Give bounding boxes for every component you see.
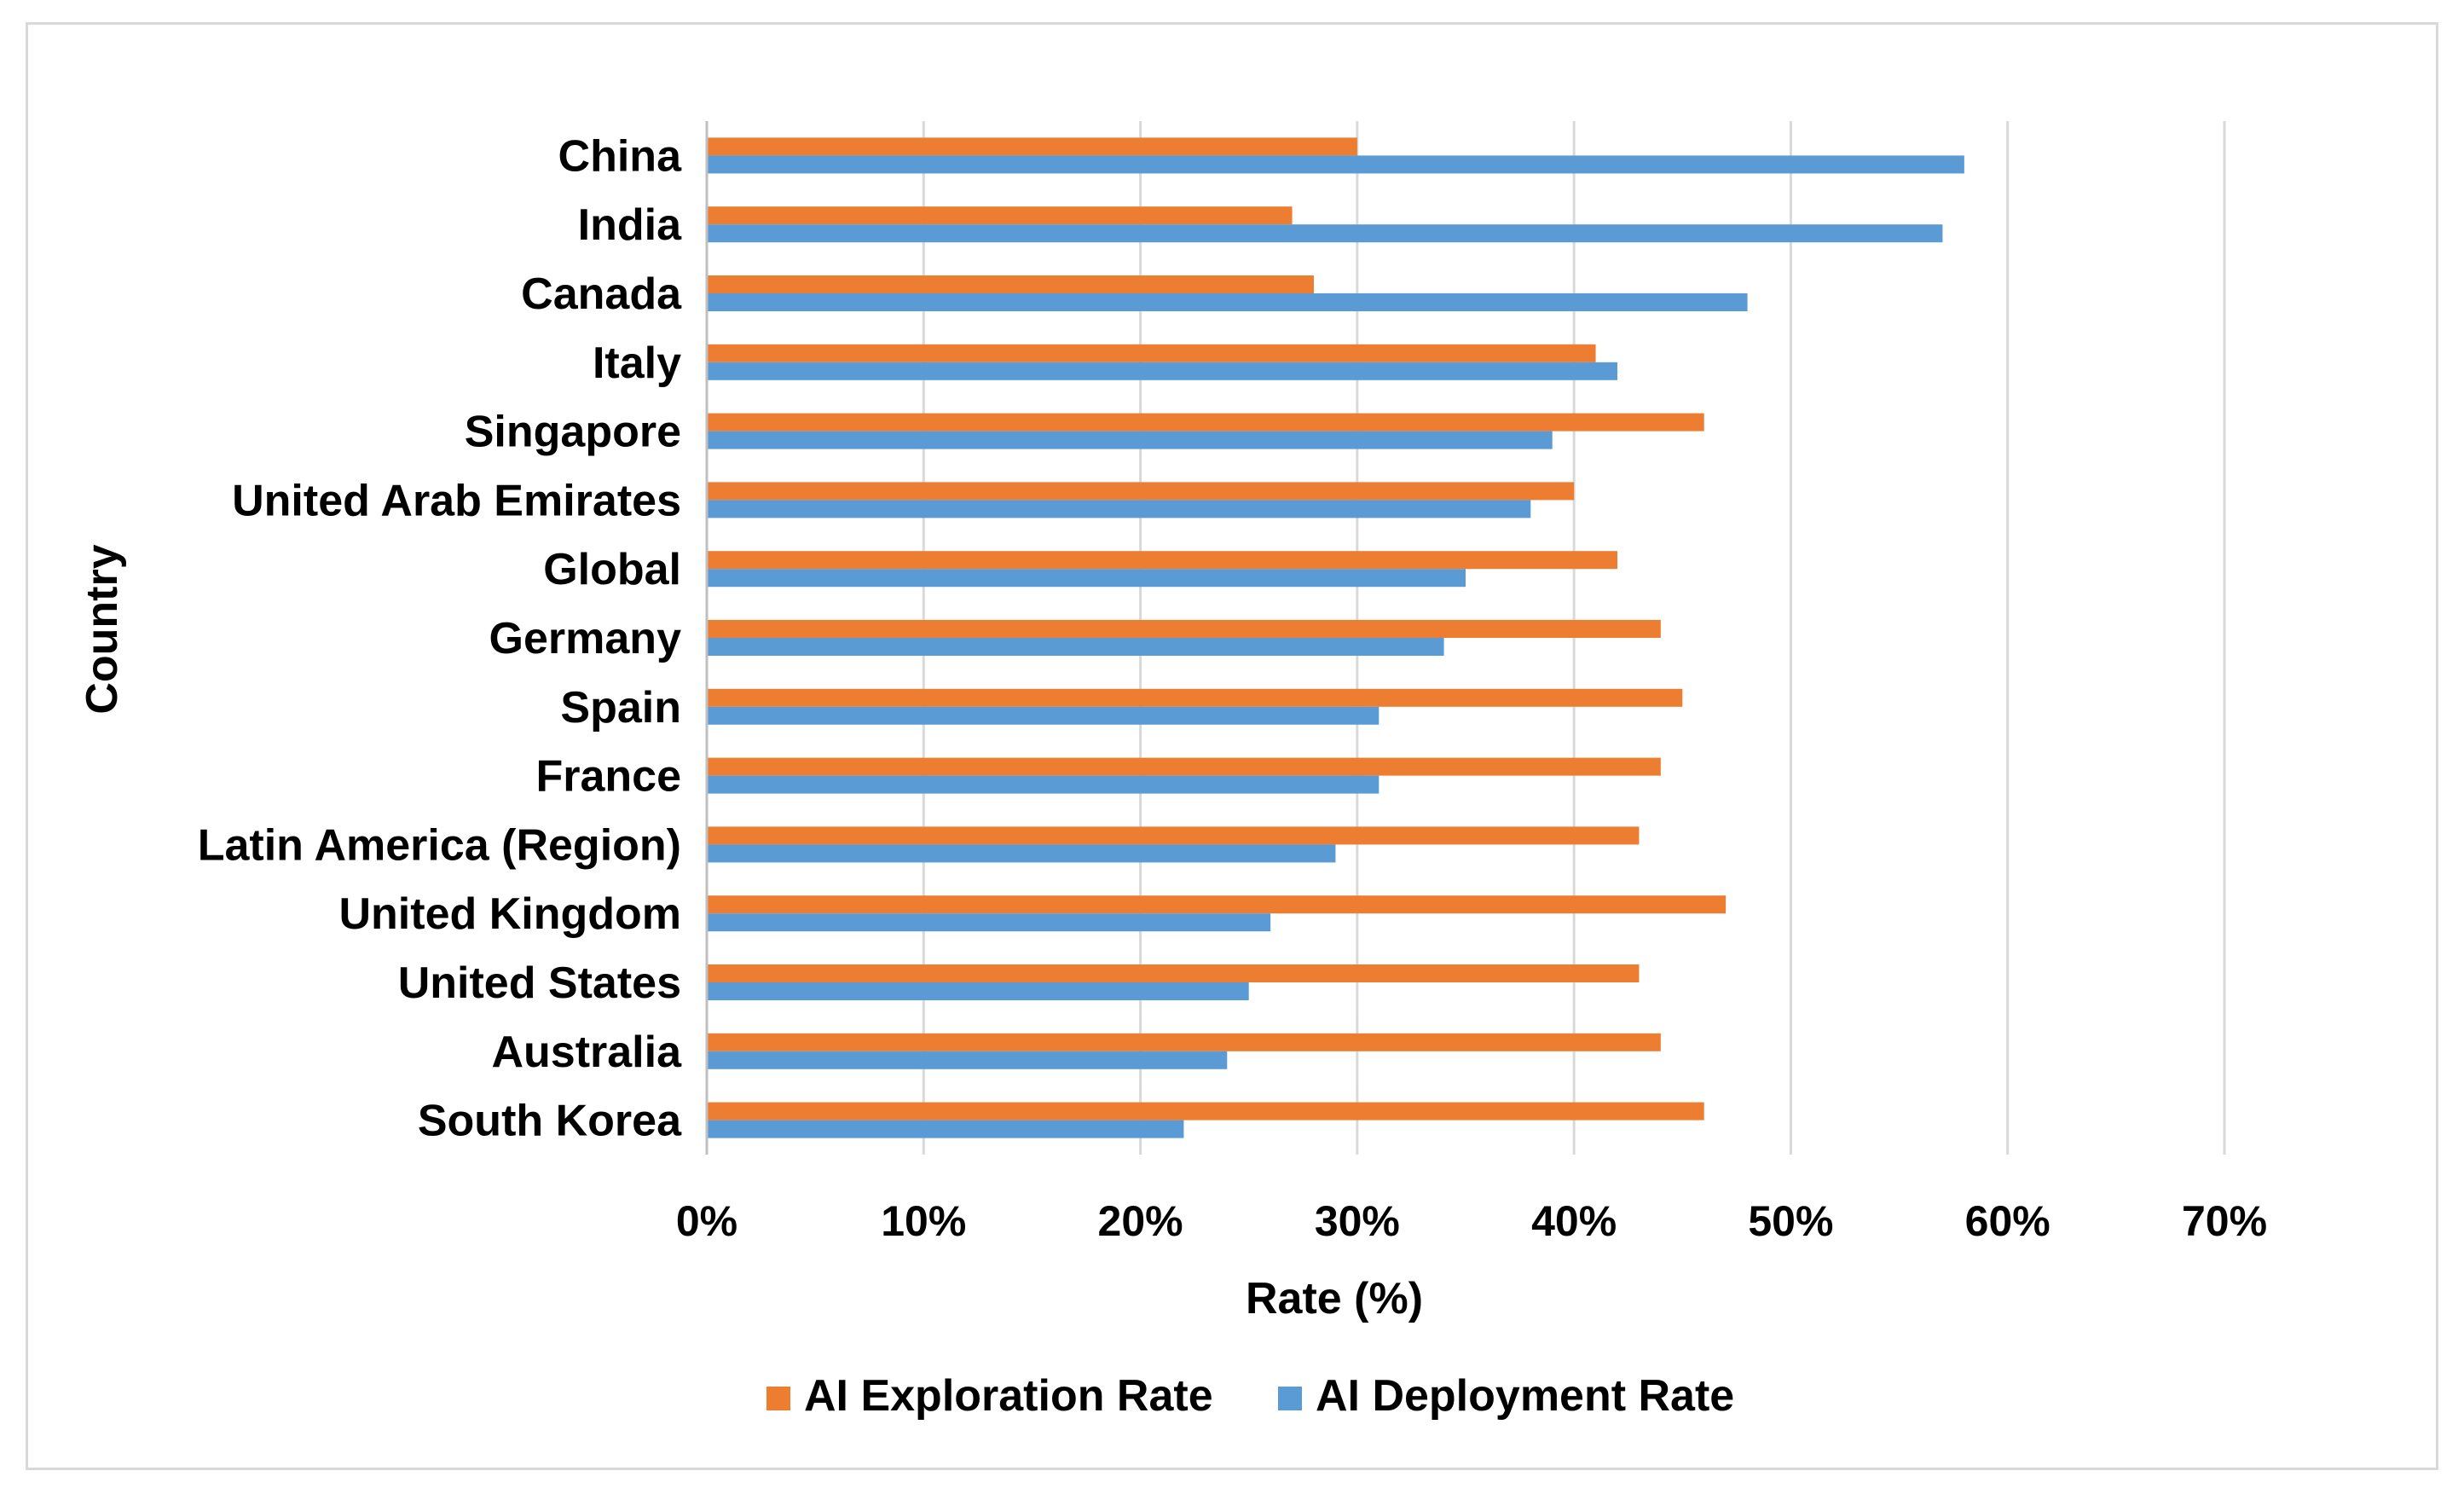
x-tick-labels: 0% 10% 20% 30% 40% 50% 60% 70% xyxy=(676,1197,2267,1245)
bar-ai-deployment-rate-china xyxy=(707,155,1964,174)
bar-ai-deployment-rate-united-arab-emirates xyxy=(707,500,1531,518)
category-label: Singapore xyxy=(465,408,681,457)
category-label: United States xyxy=(398,958,681,1008)
category-label: Germany xyxy=(489,614,682,663)
x-tick-label: 0% xyxy=(676,1197,737,1245)
category-label: Australia xyxy=(491,1028,682,1077)
chart-frame: China India Canada Italy Singapore United Ara… xyxy=(26,22,2438,1470)
category-label: South Korea xyxy=(418,1097,682,1146)
bar-ai-deployment-rate-spain xyxy=(707,706,1379,725)
bar-ai-exploration-rate-france xyxy=(707,757,1661,776)
bar-ai-deployment-rate-germany xyxy=(707,638,1444,656)
x-tick-label: 50% xyxy=(1748,1197,1833,1245)
bar-ai-deployment-rate-latin-america-region xyxy=(707,844,1336,863)
bar-ai-exploration-rate-china xyxy=(707,137,1357,156)
chart: China India Canada Italy Singapore United Ara… xyxy=(78,121,2267,1421)
bars xyxy=(707,137,1964,1138)
legend-label-ai-exploration-rate: AI Exploration Rate xyxy=(804,1371,1213,1421)
bar-ai-exploration-rate-australia xyxy=(707,1033,1661,1051)
category-label: Global xyxy=(543,545,681,594)
category-label: Italy xyxy=(593,339,681,388)
bar-ai-exploration-rate-global xyxy=(707,551,1617,570)
category-label: China xyxy=(558,131,683,181)
bar-ai-deployment-rate-south-korea xyxy=(707,1120,1184,1138)
y-axis-title: Country xyxy=(78,544,127,714)
bar-ai-deployment-rate-global xyxy=(707,569,1466,588)
bar-ai-deployment-rate-canada xyxy=(707,293,1748,311)
bar-ai-exploration-rate-italy xyxy=(707,344,1596,362)
bar-ai-deployment-rate-france xyxy=(707,775,1379,794)
category-labels: China India Canada Italy Singapore United Ara… xyxy=(198,131,682,1145)
bar-ai-deployment-rate-india xyxy=(707,224,1943,243)
bar-ai-deployment-rate-united-kingdom xyxy=(707,913,1271,932)
x-tick-label: 60% xyxy=(1965,1197,2050,1245)
legend-swatch-ai-deployment-rate xyxy=(1278,1387,1302,1410)
bar-ai-exploration-rate-south-korea xyxy=(707,1102,1704,1120)
category-label: India xyxy=(578,200,682,250)
category-label: Spain xyxy=(560,683,681,733)
bar-ai-exploration-rate-latin-america-region xyxy=(707,826,1640,845)
category-label: United Arab Emirates xyxy=(232,476,681,525)
bar-ai-exploration-rate-singapore xyxy=(707,413,1704,431)
bar-ai-exploration-rate-canada xyxy=(707,275,1314,293)
bar-ai-exploration-rate-spain xyxy=(707,688,1683,707)
bar-ai-exploration-rate-united-kingdom xyxy=(707,895,1727,914)
legend: AI Exploration Rate AI Deployment Rate xyxy=(766,1371,1734,1421)
bar-ai-deployment-rate-italy xyxy=(707,362,1617,380)
category-label: Latin America (Region) xyxy=(198,820,681,870)
x-tick-label: 30% xyxy=(1315,1197,1400,1245)
bar-ai-exploration-rate-germany xyxy=(707,620,1661,638)
category-label: Canada xyxy=(521,269,682,319)
x-tick-label: 40% xyxy=(1531,1197,1617,1245)
bar-ai-deployment-rate-australia xyxy=(707,1051,1228,1069)
bar-ai-deployment-rate-singapore xyxy=(707,431,1553,449)
bar-ai-exploration-rate-india xyxy=(707,206,1293,225)
x-tick-label: 20% xyxy=(1098,1197,1183,1245)
category-label: France xyxy=(535,752,681,802)
category-label: United Kingdom xyxy=(338,889,681,939)
legend-swatch-ai-exploration-rate xyxy=(766,1387,790,1410)
x-axis-title: Rate (%) xyxy=(1246,1274,1423,1323)
x-tick-label: 70% xyxy=(2182,1197,2267,1245)
x-tick-label: 10% xyxy=(881,1197,966,1245)
legend-label-ai-deployment-rate: AI Deployment Rate xyxy=(1316,1371,1734,1421)
bar-ai-deployment-rate-united-states xyxy=(707,982,1249,1000)
bar-ai-exploration-rate-united-arab-emirates xyxy=(707,482,1575,501)
bar-ai-exploration-rate-united-states xyxy=(707,964,1640,982)
